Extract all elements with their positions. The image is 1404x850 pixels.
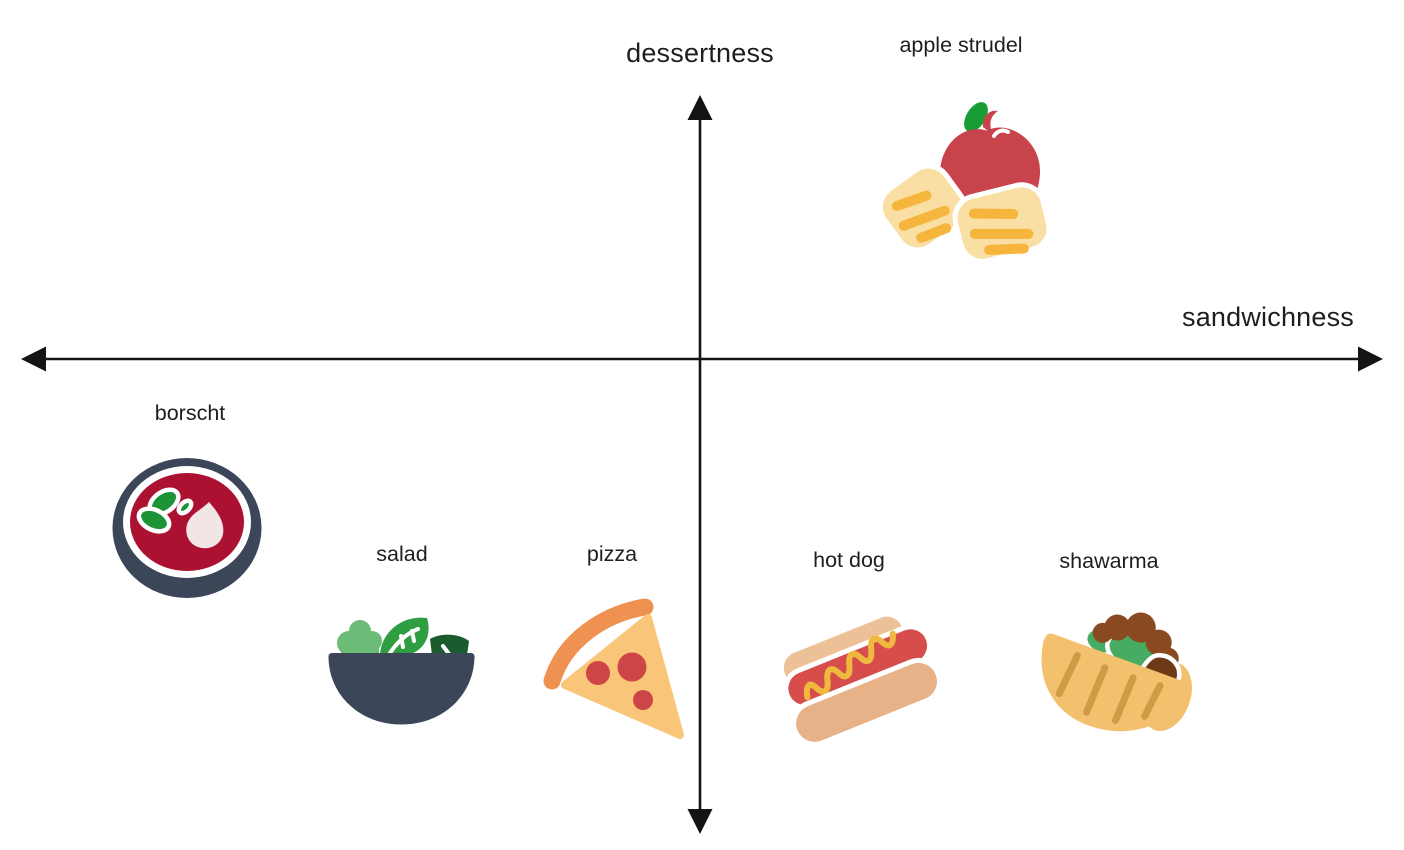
horizontal-axis-label: sandwichness [1182, 302, 1354, 332]
arrow-right-icon [1358, 346, 1383, 372]
vertical-axis-label: dessertness [626, 38, 774, 68]
arrow-left-icon [21, 346, 46, 372]
arrow-down-icon [687, 809, 713, 834]
arrow-up-icon [687, 95, 713, 120]
